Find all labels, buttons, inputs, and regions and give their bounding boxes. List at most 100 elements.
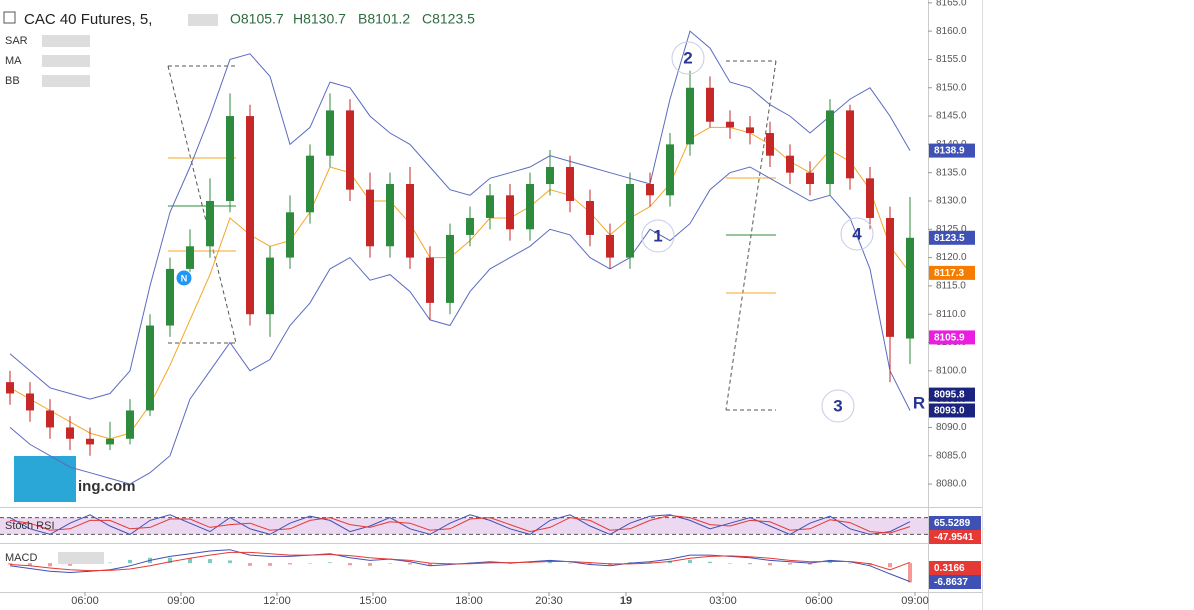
ohlc-value: C8123.5 [422, 11, 475, 27]
macd-histogram [48, 563, 52, 567]
y-tick-label: 8145.0 [936, 111, 967, 122]
wave-label: 2 [683, 48, 692, 67]
y-tick-label: 8150.0 [936, 82, 967, 93]
macd-histogram [768, 563, 772, 566]
y-tick-label: 8110.0 [936, 309, 966, 320]
y-tick-label: 8085.0 [936, 450, 967, 461]
macd-histogram [888, 563, 892, 568]
macd-histogram [708, 561, 712, 564]
macd-badge-label: -6.8637 [934, 577, 968, 588]
macd-badge-label: 0.3166 [934, 563, 965, 574]
wave-circle [641, 219, 675, 253]
indicator-controls[interactable] [42, 55, 90, 67]
x-tick-label: 19 [620, 595, 632, 607]
candle-body [706, 87, 714, 122]
macd-histogram [648, 561, 652, 564]
y-tick-label: 8165.0 [936, 0, 967, 8]
y-tick-label: 8090.0 [936, 422, 967, 433]
collapse-icon[interactable] [3, 11, 16, 24]
candle-body [146, 325, 154, 411]
wave-circle [821, 389, 855, 423]
candle-body [46, 410, 54, 428]
macd-histogram [368, 563, 372, 566]
panel-title: MACD [5, 552, 37, 564]
stoch-badge-label: 65.5289 [934, 518, 971, 529]
candle-body [486, 195, 494, 218]
wave-label: 1 [653, 226, 662, 245]
macd-histogram [548, 562, 552, 564]
candle-body [626, 183, 634, 258]
stoch-k-line [9, 514, 911, 535]
x-tick-label: 12:00 [263, 595, 291, 607]
fib-level [168, 157, 776, 294]
news-marker [175, 269, 193, 287]
candle-body [6, 382, 14, 394]
candle-body [246, 116, 254, 315]
y-tick-label: 8155.0 [936, 54, 967, 65]
candle-body [666, 144, 674, 196]
candle-body [166, 268, 174, 326]
macd-histogram [328, 562, 332, 564]
candle-body [546, 167, 554, 184]
overlay-line [9, 30, 911, 400]
macd-histogram [528, 562, 532, 564]
chart-title: CAC 40 Futures, 5, [24, 11, 152, 28]
ohlc-value: B8101.2 [358, 11, 410, 27]
overlay-line [9, 166, 911, 485]
macd-histogram [108, 562, 112, 564]
price-badge [929, 230, 975, 245]
x-tick-label: 06:00 [71, 595, 99, 607]
candle-body [826, 110, 834, 184]
x-tick-label: 09:00 [901, 595, 929, 607]
wave-label: 4 [852, 224, 862, 243]
candle-body [106, 438, 114, 445]
candle-body [746, 127, 754, 134]
indicator-controls[interactable] [42, 75, 90, 87]
indicator-controls[interactable] [42, 35, 90, 47]
x-tick-label: 06:00 [805, 595, 833, 607]
signal-line [9, 551, 911, 572]
drawings [167, 60, 777, 411]
candle-body [306, 155, 314, 213]
fib-box [167, 65, 237, 344]
candle-body [886, 217, 894, 337]
macd-histogram [908, 563, 912, 583]
macd-histogram [208, 559, 212, 564]
candle-body [766, 133, 774, 156]
macd-histogram [688, 559, 692, 564]
macd-histogram [568, 563, 572, 564]
x-tick-label: 18:00 [455, 595, 483, 607]
macd-histogram [28, 563, 32, 566]
macd-histogram [848, 563, 852, 564]
candle-body [346, 110, 354, 190]
candle-body [26, 393, 34, 411]
indicator-label: MA [5, 55, 22, 67]
candle-body [386, 183, 394, 247]
candle-body [66, 427, 74, 439]
candle-body [286, 212, 294, 258]
candle-body [86, 438, 94, 445]
macd-badge [929, 575, 981, 589]
wave-label: 3 [833, 396, 842, 415]
price-badge [929, 143, 975, 158]
stoch-badge [929, 530, 981, 544]
y-tick-label: 8100.0 [936, 365, 967, 376]
wave-circle [671, 41, 705, 75]
price-badge [929, 265, 975, 280]
stoch-d-line [9, 514, 911, 534]
macd-histogram [788, 563, 792, 565]
y-tick-label: 8115.0 [936, 281, 966, 292]
fib-level [168, 205, 776, 236]
candle-body [426, 257, 434, 303]
candle-body [806, 172, 814, 184]
indicator-label: BB [5, 75, 20, 87]
macd-histogram [308, 563, 312, 564]
panel-title: Stoch RSI [5, 520, 55, 532]
ohlc-value: O8105.7 [230, 11, 284, 27]
settings-icon[interactable] [188, 14, 218, 26]
indicator-controls[interactable] [58, 552, 104, 564]
macd-histogram [388, 563, 392, 564]
macd-histogram [408, 563, 412, 565]
price-badge-label: 8138.9 [934, 146, 965, 157]
